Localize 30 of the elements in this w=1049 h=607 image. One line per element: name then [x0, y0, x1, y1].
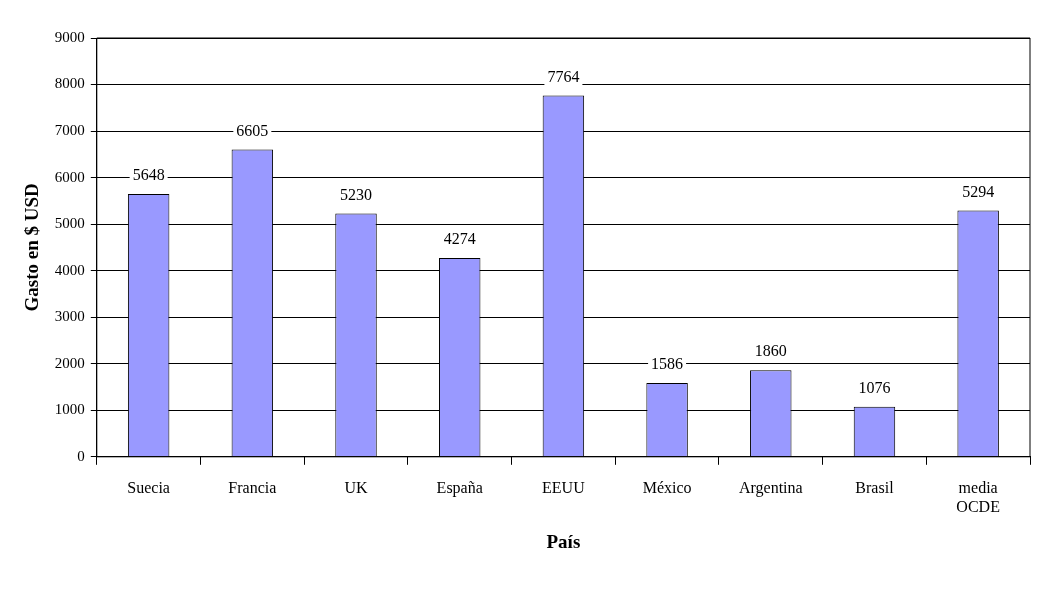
y-tick-label: 0: [77, 447, 85, 464]
x-tick-label: España: [436, 478, 483, 497]
data-label: 4274: [443, 230, 476, 248]
x-tick-label: Argentina: [738, 478, 803, 497]
data-label: 6605: [236, 121, 269, 139]
x-tick-label: Francia: [228, 478, 277, 496]
data-label: 1860: [754, 342, 787, 360]
x-tick-label: UK: [344, 478, 369, 496]
y-tick-label: 3000: [54, 308, 85, 325]
data-label: 5294: [962, 182, 995, 200]
y-tick-label: 2000: [54, 354, 85, 371]
data-label: 5230: [340, 185, 373, 203]
data-label: 7764: [547, 67, 580, 85]
data-label: 1586: [651, 355, 684, 373]
y-tick-label: 7000: [54, 122, 85, 138]
y-tick-label: 5000: [54, 215, 85, 232]
y-tick-label: 1000: [54, 401, 85, 418]
x-tick-label: Suecia: [127, 478, 170, 496]
y-tick-label: 6000: [54, 168, 85, 185]
x-axis-title: País: [546, 530, 581, 552]
data-label: 1076: [858, 378, 891, 396]
y-tick-label: 8000: [54, 75, 85, 92]
x-tick-label: media OCDE: [956, 478, 1000, 515]
x-tick-label: EEUU: [542, 478, 586, 496]
data-label: 5648: [132, 166, 165, 184]
y-axis-title: Gasto en $ USD: [21, 183, 43, 312]
x-tick-label: México: [642, 478, 692, 496]
x-tick-label: Brasil: [855, 478, 895, 496]
y-tick-label: 4000: [54, 261, 85, 278]
y-tick-label: 9000: [54, 28, 85, 45]
